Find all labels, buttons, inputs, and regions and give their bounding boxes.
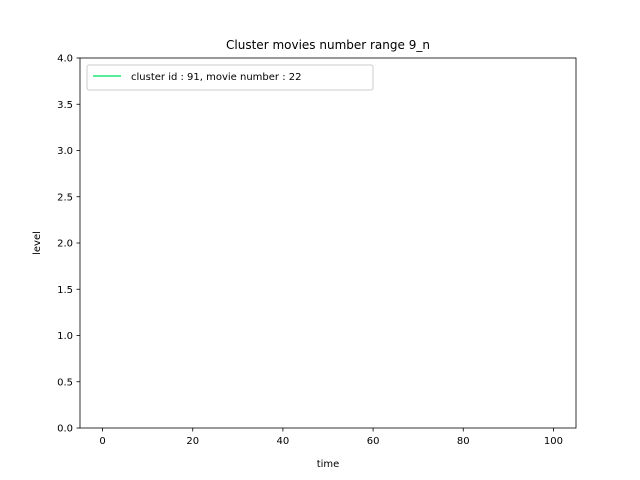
chart-title: Cluster movies number range 9_n [226, 38, 430, 52]
x-tick-label: 0 [99, 436, 105, 447]
y-axis-ticks: 0.0 0.5 1.0 1.5 2.0 2.5 3.0 3.5 4.0 [57, 54, 80, 435]
y-tick-label: 0.5 [57, 377, 73, 388]
y-tick-label: 3.5 [57, 100, 73, 111]
x-axis-ticks: 0 20 40 60 80 100 [99, 428, 563, 447]
plot-area [80, 58, 576, 428]
x-tick-label: 20 [186, 436, 199, 447]
y-tick-label: 0.0 [57, 424, 73, 435]
x-tick-label: 40 [277, 436, 290, 447]
y-tick-label: 2.0 [57, 239, 73, 250]
legend-box [86, 64, 374, 91]
y-tick-label: 1.5 [57, 285, 73, 296]
x-tick-label: 60 [367, 436, 380, 447]
x-tick-label: 100 [544, 436, 563, 447]
plot-frame [79, 57, 577, 429]
y-tick-label: 4.0 [57, 54, 73, 65]
legend-label: cluster id : 91, movie number : 22 [131, 72, 302, 83]
y-tick-label: 3.0 [57, 146, 73, 157]
y-tick-label: 2.5 [57, 192, 73, 203]
y-axis-label: level [32, 231, 43, 255]
x-tick-label: 80 [457, 436, 470, 447]
y-tick-label: 1.0 [57, 331, 73, 342]
x-axis-label: time [317, 459, 340, 470]
legend: cluster id : 91, movie number : 22 [86, 64, 374, 91]
